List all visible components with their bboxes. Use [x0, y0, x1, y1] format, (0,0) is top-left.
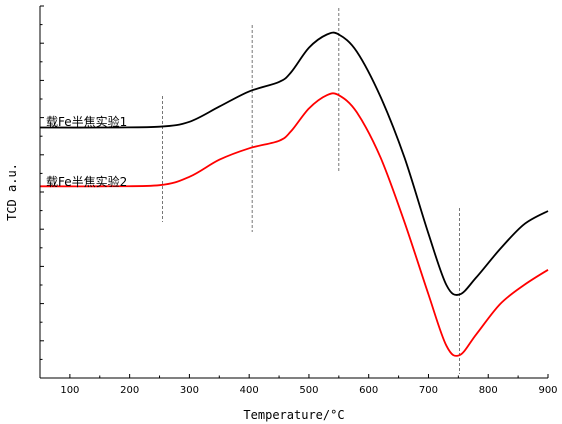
- x-tick-label: 300: [180, 385, 199, 396]
- series-line-2: [39, 92, 549, 357]
- ticks: 100 200 300 400 500 600 700 800 900: [39, 5, 558, 396]
- series-line-1: [39, 31, 549, 296]
- x-tick-label: 900: [538, 385, 557, 396]
- series-label-2: 载Fe半焦实验2: [46, 174, 127, 189]
- x-tick-label: 200: [120, 385, 139, 396]
- y-axis-title: TCD a.u.: [5, 163, 19, 221]
- x-tick-label: 700: [419, 385, 438, 396]
- series-label-1: 载Fe半焦实验1: [46, 114, 127, 129]
- x-tick-label: 400: [240, 385, 259, 396]
- x-tick-label: 800: [479, 385, 498, 396]
- x-tick-label: 600: [359, 385, 378, 396]
- x-tick-label: 500: [299, 385, 318, 396]
- axes: [39, 6, 548, 379]
- x-axis-title: Temperature/°C: [243, 408, 344, 422]
- series-group: [39, 31, 549, 357]
- labels: Temperature/°C TCD a.u. 载Fe半焦实验1 载Fe半焦实验2: [5, 114, 345, 422]
- x-tick-label: 100: [60, 385, 79, 396]
